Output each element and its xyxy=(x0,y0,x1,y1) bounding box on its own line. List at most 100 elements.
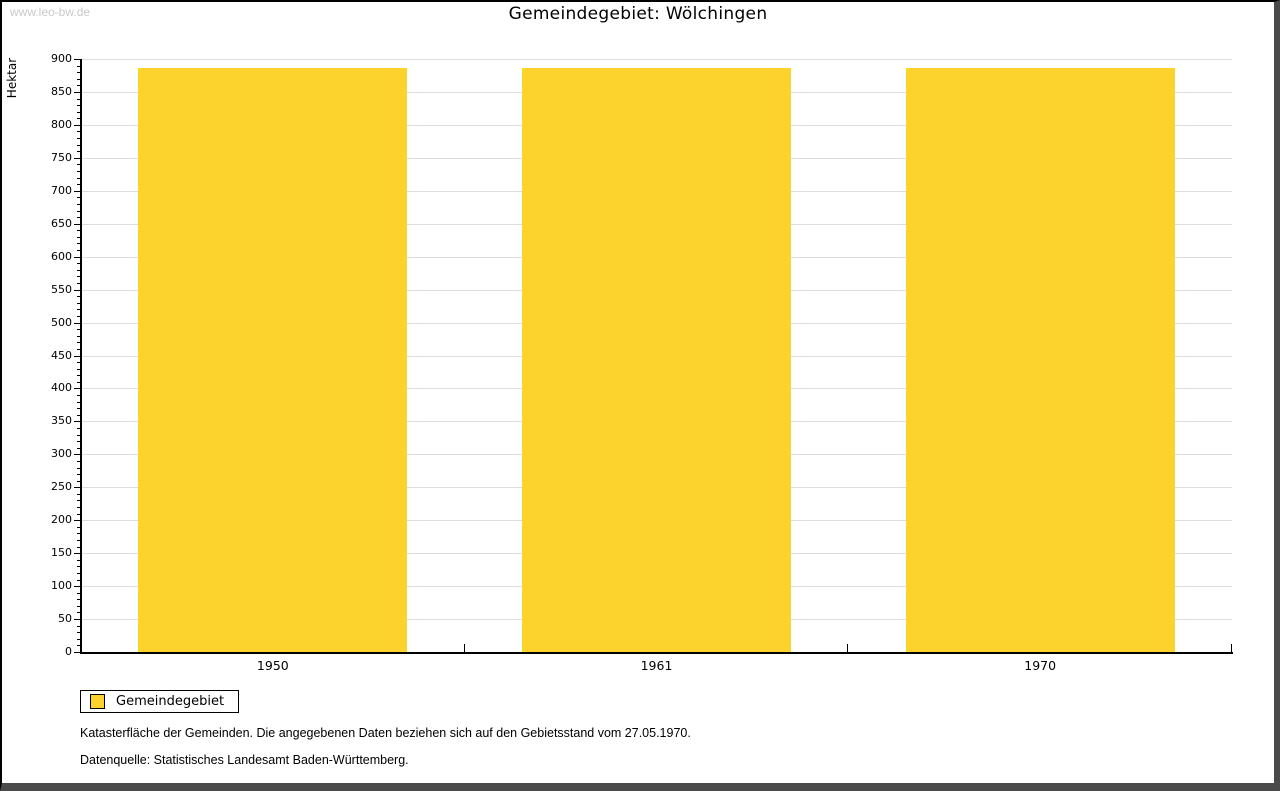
y-tick-label: 650 xyxy=(51,216,72,230)
y-minor-tick xyxy=(77,612,81,614)
y-minor-tick xyxy=(77,513,81,515)
y-minor-tick xyxy=(77,599,81,601)
y-minor-tick xyxy=(77,507,81,509)
y-major-tick xyxy=(74,157,81,159)
y-minor-tick xyxy=(77,230,81,232)
y-tick-label: 900 xyxy=(51,52,72,65)
y-tick-label: 700 xyxy=(51,183,72,197)
y-gridline xyxy=(82,59,1232,60)
y-minor-tick xyxy=(77,533,81,535)
source-note: Datenquelle: Statistisches Landesamt Bad… xyxy=(80,753,409,767)
y-minor-tick xyxy=(77,427,81,429)
y-minor-tick xyxy=(77,78,81,80)
y-tick-label: 500 xyxy=(51,315,72,329)
y-minor-tick xyxy=(77,460,81,462)
y-major-tick xyxy=(74,355,81,357)
y-minor-tick xyxy=(77,335,81,337)
bar xyxy=(522,67,791,652)
y-tick-label: 550 xyxy=(51,282,72,296)
y-minor-tick xyxy=(77,414,81,416)
y-major-tick xyxy=(74,454,81,456)
y-minor-tick xyxy=(77,85,81,87)
y-minor-tick xyxy=(77,144,81,146)
y-minor-tick xyxy=(77,296,81,298)
y-minor-tick xyxy=(77,315,81,317)
y-tick-label: 350 xyxy=(51,414,72,428)
y-minor-tick xyxy=(77,566,81,568)
legend-swatch xyxy=(90,694,105,709)
y-minor-tick xyxy=(77,105,81,107)
y-major-tick xyxy=(74,520,81,522)
y-tick-label: 300 xyxy=(51,447,72,461)
chart-title: Gemeindegebiet: Wölchingen xyxy=(508,4,768,24)
y-minor-tick xyxy=(77,171,81,172)
y-minor-tick xyxy=(77,276,81,278)
y-major-tick xyxy=(74,124,81,126)
y-minor-tick xyxy=(77,138,81,140)
bar xyxy=(905,67,1175,652)
y-minor-tick xyxy=(77,203,81,205)
y-minor-tick xyxy=(77,474,81,476)
y-minor-tick xyxy=(77,625,81,627)
y-minor-tick xyxy=(77,572,81,574)
y-minor-tick xyxy=(77,243,81,245)
x-tick-label: 1950 xyxy=(256,658,289,673)
y-tick-label: 250 xyxy=(51,480,72,494)
y-tick-label: 50 xyxy=(58,612,72,626)
y-minor-tick xyxy=(77,401,81,403)
legend: Gemeindegebiet xyxy=(80,690,240,713)
y-minor-tick xyxy=(77,184,81,186)
y-minor-tick xyxy=(77,131,81,133)
y-minor-tick xyxy=(77,526,81,528)
legend-label: Gemeindegebiet xyxy=(116,694,225,709)
x-axis xyxy=(80,652,1233,654)
y-minor-tick xyxy=(77,269,81,271)
y-minor-tick xyxy=(77,283,81,285)
y-major-tick xyxy=(74,487,81,489)
y-minor-tick xyxy=(77,645,81,647)
y-minor-tick xyxy=(77,197,81,199)
watermark: www.leo-bw.de xyxy=(10,5,91,19)
y-major-tick xyxy=(74,289,81,291)
y-tick-label: 400 xyxy=(51,381,72,395)
y-minor-tick xyxy=(77,632,81,634)
x-tick-label: 1961 xyxy=(640,658,673,673)
y-minor-tick xyxy=(77,362,81,364)
y-tick-label: 150 xyxy=(51,546,72,560)
y-minor-tick xyxy=(77,118,81,120)
y-tick-label: 100 xyxy=(51,579,72,593)
y-minor-tick xyxy=(77,151,81,153)
y-minor-tick xyxy=(77,638,81,640)
y-minor-tick xyxy=(77,546,81,548)
y-major-tick xyxy=(74,553,81,555)
y-tick-label: 600 xyxy=(51,249,72,263)
y-major-tick xyxy=(74,91,81,93)
footnote: Katasterfläche der Gemeinden. Die angege… xyxy=(80,726,691,740)
y-tick-label: 850 xyxy=(51,84,72,98)
y-minor-tick xyxy=(77,395,81,397)
y-minor-tick xyxy=(77,539,81,541)
y-minor-tick xyxy=(77,98,81,100)
y-tick-label: 450 xyxy=(51,348,72,362)
y-tick-label: 200 xyxy=(51,513,72,527)
y-minor-tick xyxy=(77,342,81,344)
y-minor-tick xyxy=(77,441,81,443)
y-minor-tick xyxy=(77,329,81,331)
y-minor-tick xyxy=(77,250,81,252)
y-axis xyxy=(80,59,82,654)
y-minor-tick xyxy=(77,480,81,482)
y-minor-tick xyxy=(77,467,81,469)
x-boundary-tick xyxy=(847,644,849,652)
y-minor-tick xyxy=(77,217,81,219)
y-tick-label: 800 xyxy=(51,117,72,131)
y-tick-label: 0 xyxy=(65,645,72,658)
y-minor-tick xyxy=(77,368,81,370)
y-major-tick xyxy=(74,190,81,192)
y-minor-tick xyxy=(77,447,81,449)
y-minor-tick xyxy=(77,164,81,166)
y-minor-tick xyxy=(77,65,81,67)
y-major-tick xyxy=(74,421,81,423)
y-major-tick xyxy=(74,619,81,621)
y-major-tick xyxy=(74,223,81,225)
